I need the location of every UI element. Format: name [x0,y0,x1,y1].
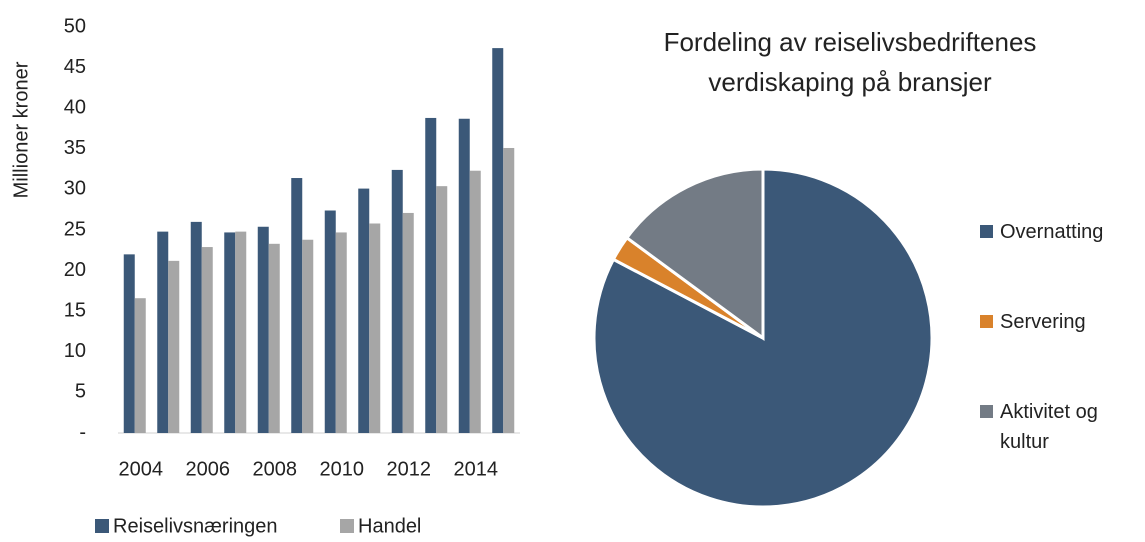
y-tick-label: 30 [64,178,86,200]
legend-swatch [980,225,993,238]
x-tick-label: 2010 [320,458,365,480]
bar [123,254,135,433]
legend-label: Aktivitet og kultur [1000,401,1098,453]
bar [358,188,370,433]
legend-swatch [95,519,109,533]
bar [257,226,269,433]
x-tick-label: 2012 [387,458,432,480]
bar [492,48,504,433]
bar [425,117,437,433]
y-tick-label: 15 [64,299,86,321]
y-tick-label: 35 [64,137,86,159]
legend-label: Servering [1000,311,1086,333]
legend-swatch [980,405,993,418]
legend-swatch [980,315,993,328]
legend-swatch [340,519,354,533]
legend-label: Handel [358,515,421,537]
y-tick-label: 40 [64,96,86,118]
bar [391,169,403,434]
pie-title: Fordeling av reiselivsbedriftenes verdis… [663,27,1037,97]
bar [268,243,280,433]
bar [302,239,314,433]
bar [324,210,336,433]
legend-label: Overnatting [1000,221,1104,243]
bar [458,118,470,434]
y-tick-label: 5 [75,381,86,403]
bar [402,212,414,433]
bar [503,147,515,433]
bar [134,298,146,433]
y-tick-label: - [79,421,86,443]
x-tick-label: 2008 [253,458,298,480]
bar [335,232,347,433]
bar [469,170,481,433]
bar [190,221,202,433]
y-tick-label: 45 [64,56,86,78]
bar [201,247,213,433]
pie-slice [624,167,765,341]
y-axis-title: Millioner kroner [10,61,32,198]
bar [235,231,247,433]
bar [157,231,169,433]
x-tick-label: 2014 [454,458,499,480]
bar [168,260,180,433]
bar [224,232,236,433]
bar [291,178,303,433]
x-tick-label: 2006 [186,458,231,480]
y-tick-label: 25 [64,218,86,240]
y-tick-label: 50 [64,15,86,37]
y-tick-label: 10 [64,340,86,362]
x-tick-label: 2004 [119,458,164,480]
y-tick-label: 20 [64,259,86,281]
bar [436,186,448,433]
bar [369,223,381,433]
legend-label: Reiselivsnæringen [113,515,278,537]
